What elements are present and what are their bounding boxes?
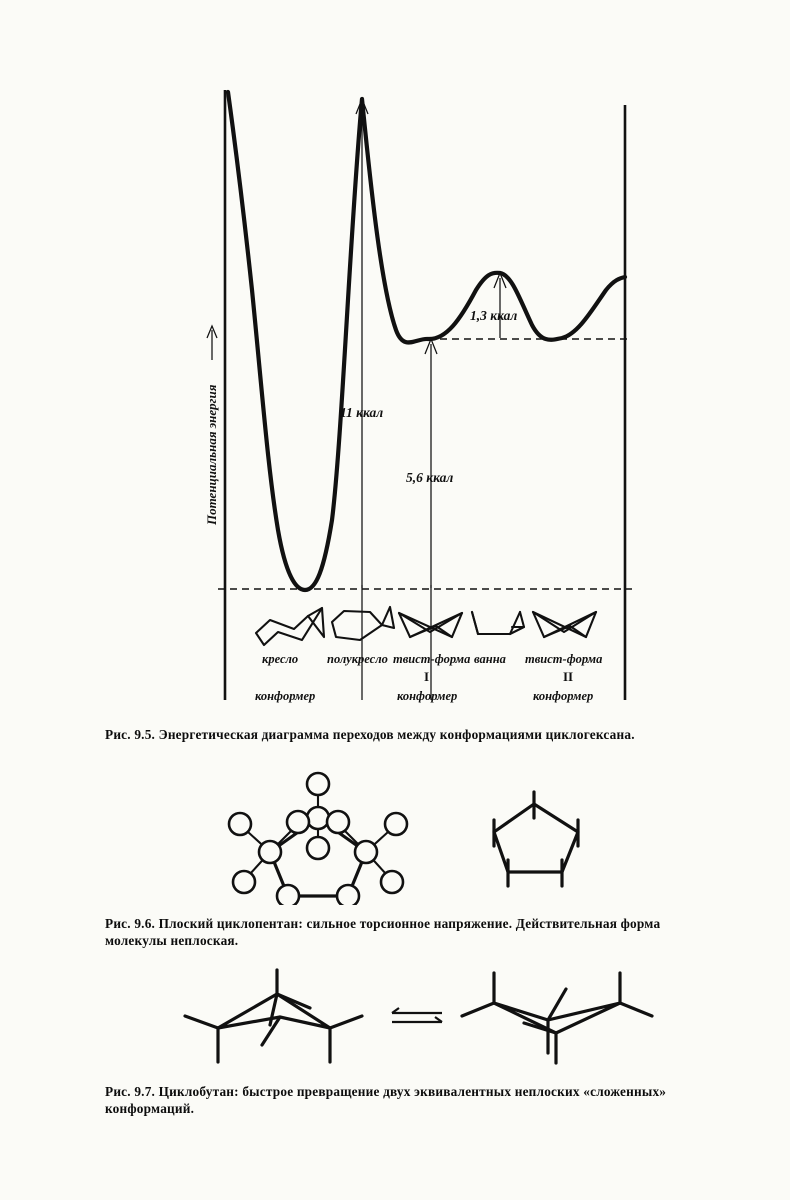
caption-9-6-line1: Рис. 9.6. Плоский циклопентан: сильное т… [105, 916, 661, 931]
roman-numeral-2: II [563, 669, 573, 684]
label-twist-1: твист-форма [393, 652, 470, 666]
y-axis-label-group: Потенциальная энергия [204, 324, 219, 526]
energy-curve [225, 89, 628, 593]
roman-numeral-1: I [424, 669, 429, 684]
annotation-13-kcal: 1,3 ккал [470, 271, 517, 338]
conformer-structure-half-chair [330, 605, 396, 642]
atom-circle [257, 839, 283, 865]
group-label-conformer-1: конформер [255, 689, 315, 703]
label-half-chair: полукресло [327, 652, 388, 666]
conformer-structure-twist-1 [397, 611, 464, 639]
caption-figure-9-7: Рис. 9.7. Циклобутан: быстрое превращени… [105, 1083, 730, 1117]
figure-9-7-cyclobutane [0, 965, 790, 1075]
y-axis-arrow-icon [206, 324, 218, 360]
equilibrium-arrows-icon [391, 1007, 443, 1024]
hydrogen-circle [325, 809, 351, 835]
hydrogen-circle [231, 869, 257, 895]
cyclobutane-structure-left [183, 968, 364, 1064]
caption-9-6-line2: молекулы неплоская. [105, 933, 239, 948]
label-twist-2: твист-форма [525, 652, 602, 666]
group-label-conformer-3: конформер [533, 689, 593, 703]
annotation-11-kcal: 11 ккал [340, 97, 383, 588]
energy-13-label: 1,3 ккал [470, 308, 517, 323]
hydrogen-circle [379, 869, 405, 895]
figure-9-5-energy-diagram: 11 ккал 5,6 ккал 1,3 ккал Потенциальная … [204, 89, 632, 703]
annotation-56-kcal: 5,6 ккал [406, 337, 453, 588]
energy-11-label: 11 ккал [340, 405, 383, 420]
caption-figure-9-5: Рис. 9.5. Энергетическая диаграмма перех… [105, 726, 725, 743]
hydrogen-circle [305, 835, 331, 861]
caption-9-7-line2: конформаций. [105, 1101, 195, 1116]
hydrogen-circle [227, 811, 253, 837]
atom-circle [335, 883, 361, 909]
caption-9-7-line1: Рис. 9.7. Циклобутан: быстрое превращени… [105, 1084, 667, 1099]
hydrogen-circle [285, 809, 311, 835]
energy-56-label: 5,6 ккал [406, 470, 453, 485]
conformer-structure-twist-2 [531, 610, 598, 639]
label-chair: кресло [262, 652, 298, 666]
hydrogen-circle [383, 811, 409, 837]
atom-circle [275, 883, 301, 909]
cyclopentane-line-drawing [492, 790, 580, 888]
conformer-structure-chair [254, 606, 326, 647]
figure-9-6-cyclopentane [0, 770, 790, 941]
cyclopentane-ball-stick [227, 771, 409, 941]
hydrogen-circle [305, 771, 331, 797]
atom-circle [305, 805, 331, 831]
cyclobutane-structure-right [460, 971, 654, 1065]
y-axis-label: Потенциальная энергия [204, 384, 219, 526]
atom-circle [353, 839, 379, 865]
conformer-structure-boat [470, 610, 526, 636]
label-boat: ванна [474, 652, 506, 666]
caption-figure-9-6: Рис. 9.6. Плоский циклопентан: сильное т… [105, 915, 730, 949]
caption-9-5-line1: Рис. 9.5. Энергетическая диаграмма перех… [105, 727, 635, 742]
group-label-conformer-2: конформер [397, 689, 457, 703]
